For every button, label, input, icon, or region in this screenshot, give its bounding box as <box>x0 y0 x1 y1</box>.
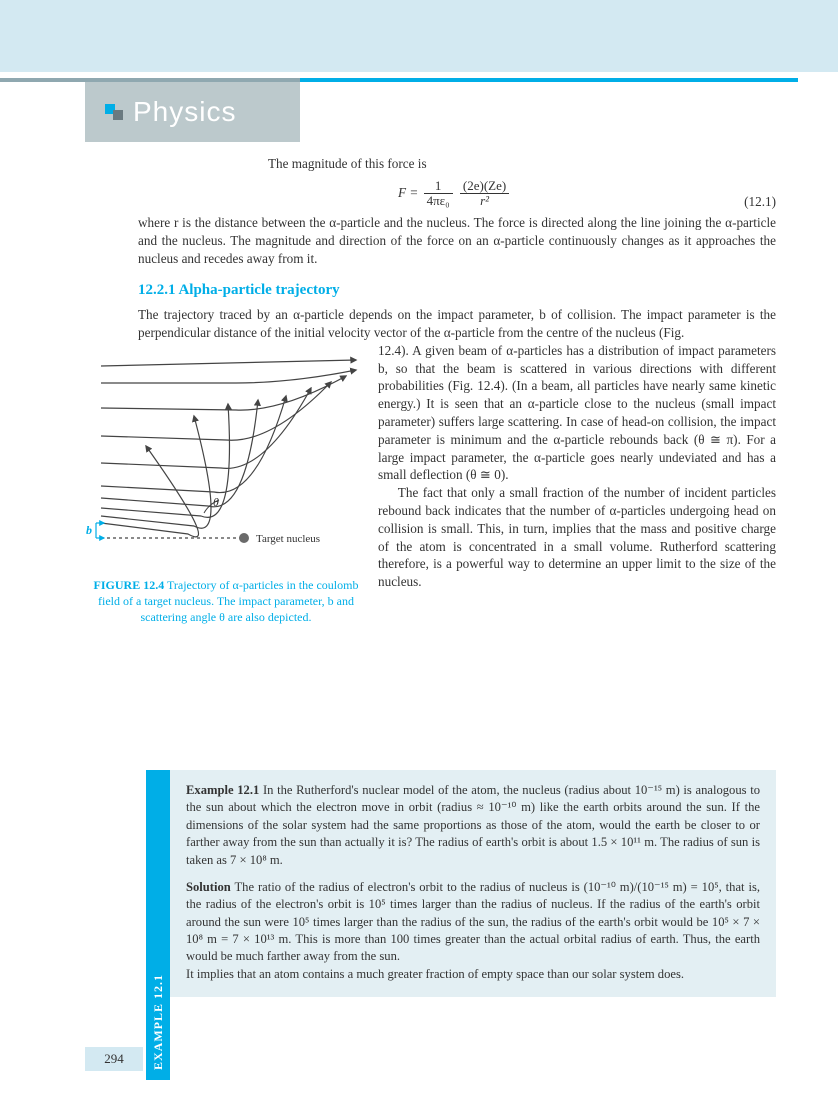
paragraph-1: where r is the distance between the α-pa… <box>138 214 776 267</box>
intro-line: The magnitude of this force is <box>268 155 776 173</box>
example-tab-label: EXAMPLE 12.1 <box>151 974 166 1070</box>
figure-caption: FIGURE 12.4 Trajectory of α-particles in… <box>86 577 366 626</box>
eq-lhs: F = <box>398 185 418 200</box>
eq-frac-2: (2e)(Ze) r² <box>460 179 509 209</box>
trajectory-diagram: Target nucleus θ b <box>86 348 366 568</box>
example-implication: It implies that an atom contains a much … <box>186 966 760 983</box>
target-nucleus-dot <box>239 533 249 543</box>
page-number: 294 <box>85 1047 143 1071</box>
theta-label: θ <box>213 495 219 509</box>
figure-12-4: Target nucleus θ b FIGURE 12.4 Trajector… <box>86 348 366 625</box>
eq-frac-1: 1 4πε₀ <box>424 179 453 209</box>
example-12-1: Example 12.1 In the Rutherford's nuclear… <box>170 770 776 997</box>
example-problem: Example 12.1 In the Rutherford's nuclear… <box>186 782 760 869</box>
example-solution: Solution The ratio of the radius of elec… <box>186 879 760 966</box>
section-title: Alpha-particle trajectory <box>178 282 339 298</box>
example-sidebar-tab: EXAMPLE 12.1 <box>146 770 170 1080</box>
page-content: The magnitude of this force is F = 1 4πε… <box>138 155 776 629</box>
paragraph-2a: The trajectory traced by an α-particle d… <box>138 306 776 342</box>
title-decorative-marks <box>105 104 123 120</box>
equation-12-1: F = 1 4πε₀ (2e)(Ze) r² (12.1) <box>398 179 776 209</box>
chapter-title: Physics <box>133 96 236 128</box>
section-heading: 12.2.1 Alpha-particle trajectory <box>138 280 776 300</box>
target-label: Target nucleus <box>256 533 320 545</box>
example-problem-text: In the Rutherford's nuclear model of the… <box>186 783 760 867</box>
equation-number: (12.1) <box>744 193 776 211</box>
b-label: b <box>86 523 92 537</box>
top-band <box>0 0 838 72</box>
solution-title: Solution <box>186 880 231 894</box>
chapter-title-box: Physics <box>85 82 300 142</box>
section-number: 12.2.1 <box>138 282 176 298</box>
figure-caption-label: FIGURE 12.4 <box>94 578 165 592</box>
example-title: Example 12.1 <box>186 783 259 797</box>
solution-text: The ratio of the radius of electron's or… <box>186 880 760 964</box>
